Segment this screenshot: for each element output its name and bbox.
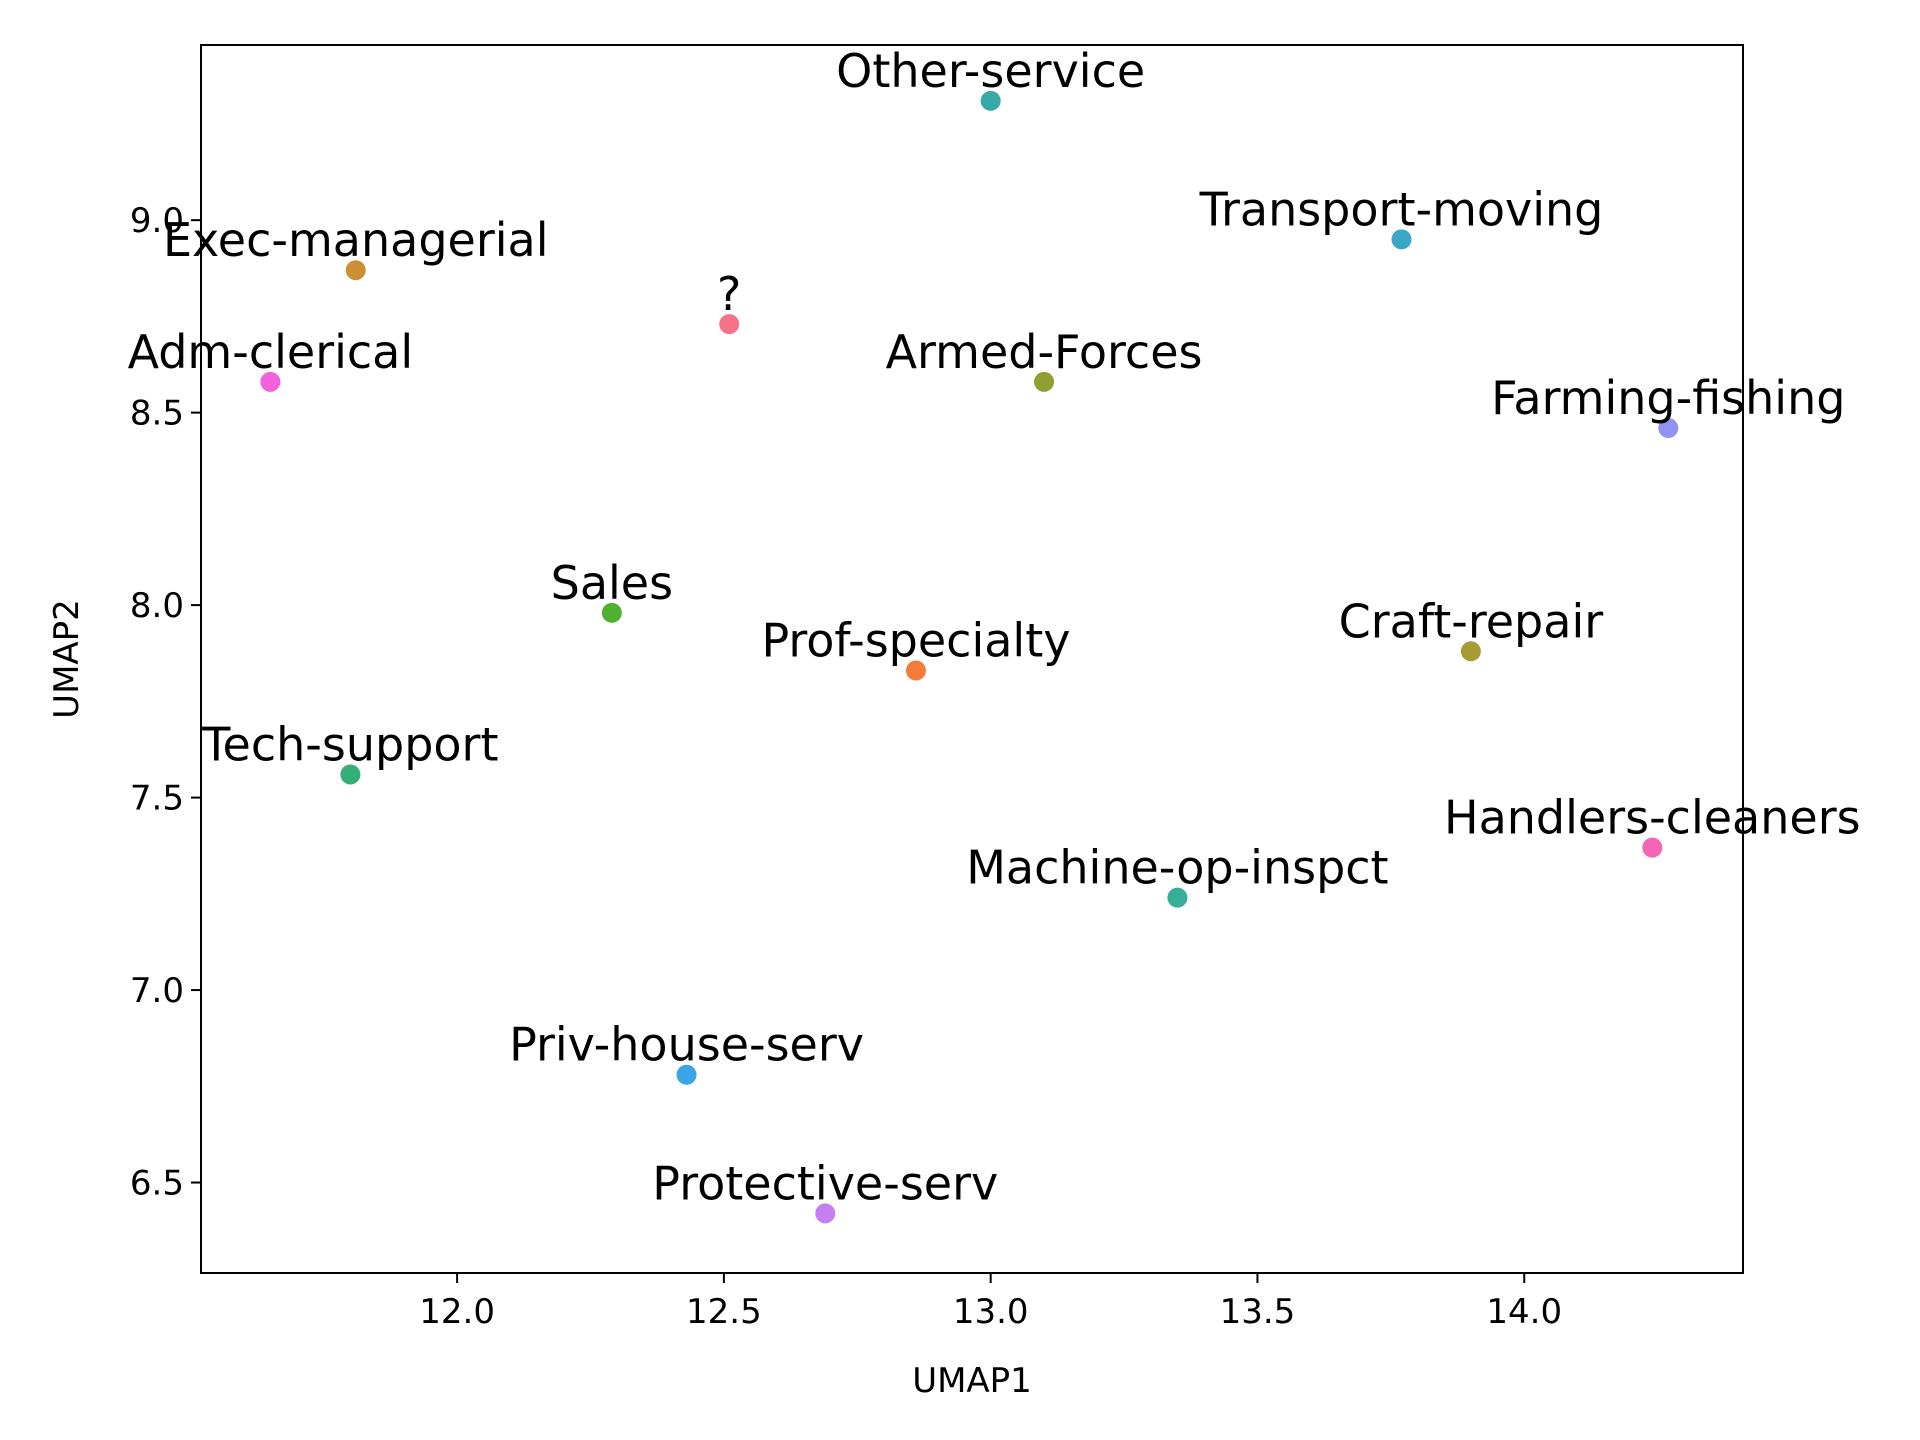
plot-area — [200, 44, 1744, 1274]
data-point — [1658, 418, 1679, 439]
data-point-label: Protective-serv — [652, 1156, 998, 1210]
data-point — [1460, 641, 1481, 662]
data-point-label: Craft-repair — [1339, 594, 1604, 648]
x-axis-title: UMAP1 — [912, 1361, 1032, 1401]
data-point — [260, 371, 281, 392]
data-point-label: Handlers-cleaners — [1444, 791, 1861, 845]
data-point-label: Machine-op-inspct — [966, 841, 1388, 895]
data-point-label: ? — [717, 267, 741, 321]
data-point-label: Prof-specialty — [761, 614, 1070, 668]
data-point-label: Armed-Forces — [886, 325, 1203, 379]
data-point — [1034, 371, 1055, 392]
data-point — [980, 90, 1001, 111]
x-tick-label: 14.0 — [1486, 1292, 1562, 1332]
data-points: ? Adm-clerical Armed-Forces Craft-repair Exe… — [128, 44, 1861, 1224]
y-tick-label: 8.5 — [130, 394, 184, 434]
y-tick-label: 7.0 — [130, 971, 184, 1011]
x-axis-ticks: 12.0 12.5 13.0 13.5 14.0 — [419, 1273, 1562, 1332]
x-tick-label: 12.5 — [686, 1292, 762, 1332]
y-tick-label: 9.0 — [130, 201, 184, 241]
y-tick-label: 6.5 — [130, 1164, 184, 1204]
data-point-label: Sales — [551, 556, 673, 610]
data-point — [905, 660, 926, 681]
data-point — [601, 602, 622, 623]
x-tick-label: 13.0 — [953, 1292, 1029, 1332]
data-point — [676, 1064, 697, 1085]
y-axis-title: UMAP2 — [47, 599, 87, 719]
data-point — [1167, 887, 1188, 908]
data-point-label: Exec-managerial — [163, 213, 549, 267]
data-point — [345, 260, 366, 281]
y-tick-label: 8.0 — [130, 586, 184, 626]
x-tick-label: 12.0 — [419, 1292, 495, 1332]
data-point-label: Other-service — [836, 44, 1145, 98]
y-tick-label: 7.5 — [130, 779, 184, 819]
data-point-label: Adm-clerical — [128, 325, 414, 379]
x-tick-label: 13.5 — [1220, 1292, 1296, 1332]
data-point — [340, 764, 361, 785]
data-point — [815, 1203, 836, 1224]
y-axis-ticks: 6.5 7.0 7.5 8.0 8.5 9.0 — [130, 201, 201, 1204]
data-point-label: Transport-moving — [1199, 182, 1604, 236]
data-point — [1391, 229, 1412, 250]
data-point — [1642, 837, 1663, 858]
data-point — [719, 314, 740, 335]
data-point-label: Priv-house-serv — [509, 1018, 864, 1072]
data-point-label: Farming-fishing — [1491, 371, 1845, 425]
data-point-label: Tech-support — [201, 717, 498, 771]
